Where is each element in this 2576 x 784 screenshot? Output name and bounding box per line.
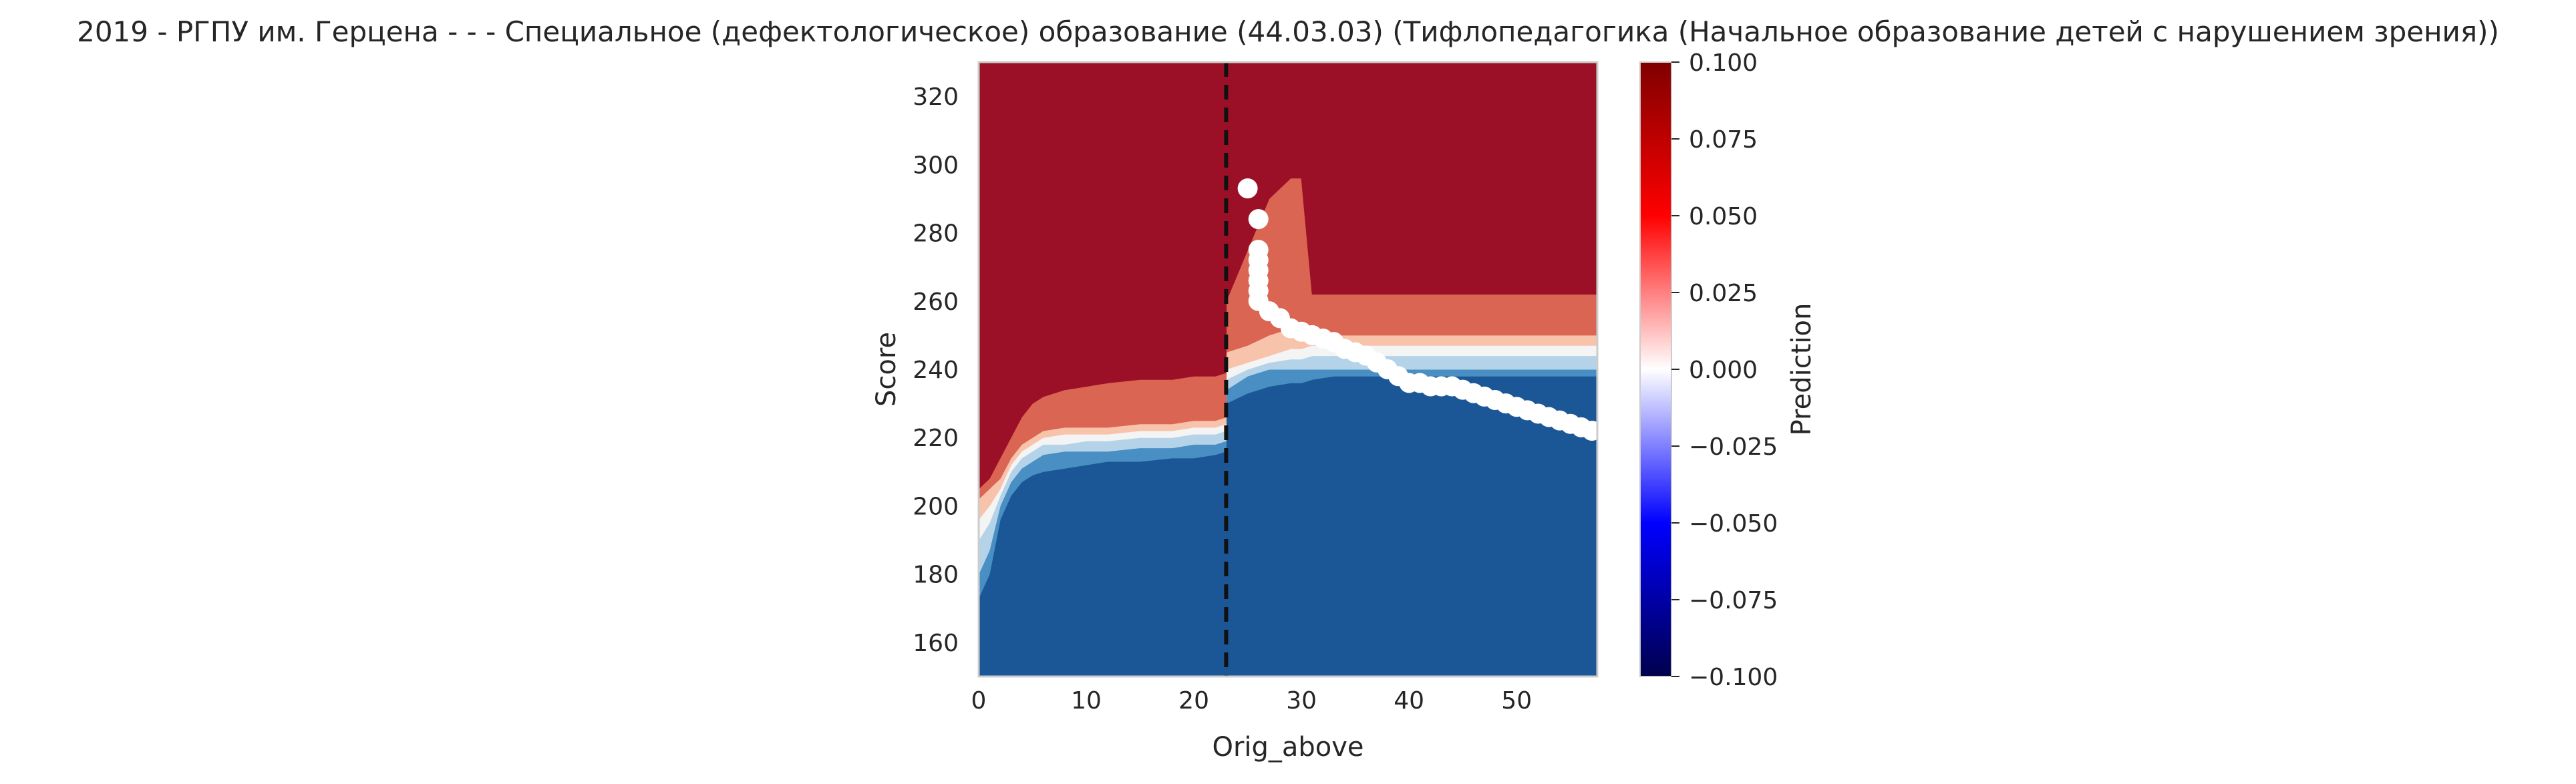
x-axis-ticks: 0 10 20 30 40 50 [971,687,1533,715]
plot-frame [977,61,1599,678]
colorbar-ticks: 0.100 0.075 0.050 0.025 0.000 −0.025 −0.050 −0.… [1671,49,1778,691]
colorbar-tick-label: 0.075 [1689,126,1758,154]
x-tick-label: 40 [1394,687,1424,715]
y-axis-label: Score [871,332,902,407]
colorbar-tick-label: 0.100 [1689,49,1758,77]
x-axis-label: Orig_above [1212,732,1363,763]
y-tick-label: 220 [913,425,959,452]
y-tick-label: 320 [913,83,959,111]
y-tick-label: 200 [913,493,959,520]
x-tick-label: 0 [971,687,987,715]
y-tick-label: 240 [913,357,959,384]
x-tick-label: 30 [1286,687,1317,715]
data-points [1237,178,1597,441]
y-tick-label: 180 [913,562,959,589]
colorbar-tick-label: −0.100 [1689,664,1778,691]
colorbar-tick-label: −0.075 [1689,587,1778,614]
data-point [1248,209,1269,230]
colorbar-tick-label: −0.025 [1689,433,1778,461]
colorbar-tick-label: 0.000 [1689,357,1758,384]
y-axis-ticks: 160 180 200 220 240 260 280 300 320 [913,83,959,657]
colorbar [1639,61,1672,677]
colorbar-tick-label: 0.050 [1689,203,1758,230]
y-tick-label: 300 [913,152,959,179]
y-tick-label: 260 [913,288,959,316]
colorbar-tick-label: −0.050 [1689,510,1778,538]
chart-title: 2019 - РГПУ им. Герцена - - - Специально… [77,15,2499,48]
x-tick-label: 50 [1501,687,1532,715]
data-point [1237,178,1258,199]
y-tick-label: 280 [913,220,959,248]
data-point [1581,421,1597,441]
band-deep-red [979,62,1597,489]
y-tick-label: 160 [913,630,959,657]
contour-plot [979,62,1597,676]
x-tick-label: 10 [1071,687,1102,715]
x-tick-label: 20 [1178,687,1209,715]
colorbar-label: Prediction [1786,303,1817,436]
colorbar-tick-label: 0.025 [1689,280,1758,307]
